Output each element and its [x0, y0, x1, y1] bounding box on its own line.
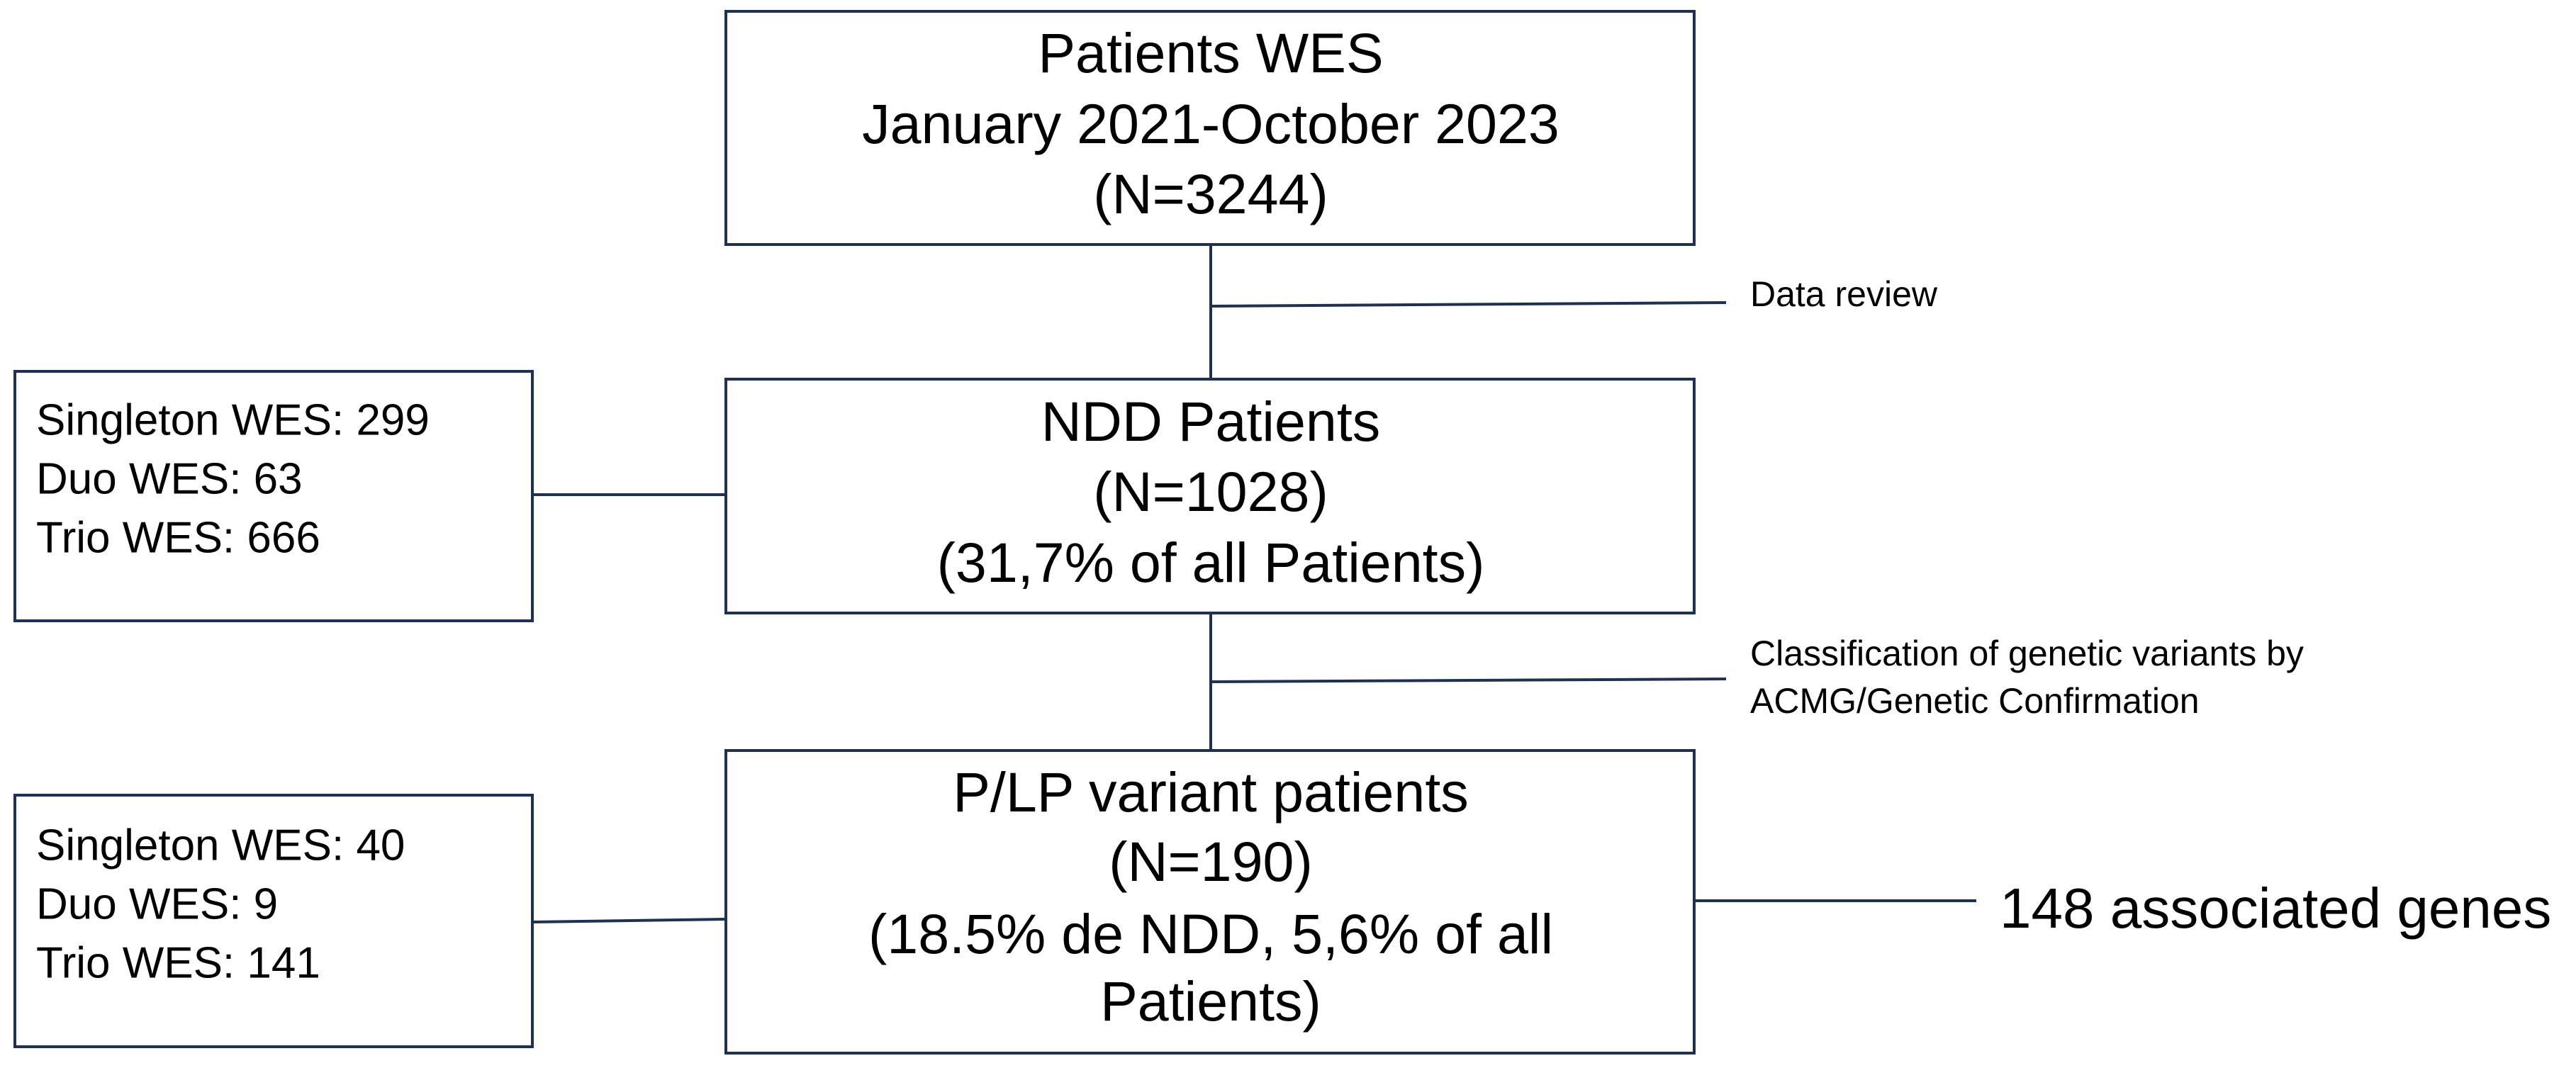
box-text: (31,7% of all Patients)	[937, 531, 1485, 594]
box-text: Patients)	[1100, 969, 1321, 1033]
box-text: (N=3244)	[1093, 162, 1328, 225]
box-text: January 2021-October 2023	[862, 92, 1559, 155]
box-text: (N=190)	[1109, 830, 1313, 893]
side-text: Trio WES: 141	[36, 938, 320, 987]
box-text: NDD Patients	[1041, 390, 1381, 453]
side-text: Duo WES: 9	[36, 879, 278, 928]
side-text: Trio WES: 666	[36, 513, 320, 562]
box-text: P/LP variant patients	[953, 760, 1469, 824]
box	[724, 749, 1696, 1055]
side-box	[13, 794, 534, 1048]
side-text: Singleton WES: 40	[36, 821, 405, 870]
step-text: Data review	[1750, 274, 1938, 314]
connector	[1210, 301, 1727, 308]
box-text: (18.5% de NDD, 5,6% of all	[868, 902, 1553, 965]
side-text: Duo WES: 63	[36, 454, 303, 503]
box	[724, 10, 1696, 246]
box-text: Patients WES	[1038, 21, 1383, 84]
box-text: (N=1028)	[1093, 460, 1328, 523]
side-text: Singleton WES: 299	[36, 395, 430, 444]
step-text: Classification of genetic variants by	[1750, 634, 2304, 673]
connector	[532, 918, 727, 923]
side-box	[13, 370, 534, 622]
step-text: ACMG/Genetic Confirmation	[1750, 681, 2200, 721]
outcome-text: 148 associated genes	[2000, 877, 2551, 940]
box	[724, 378, 1696, 614]
connector	[1210, 678, 1727, 683]
